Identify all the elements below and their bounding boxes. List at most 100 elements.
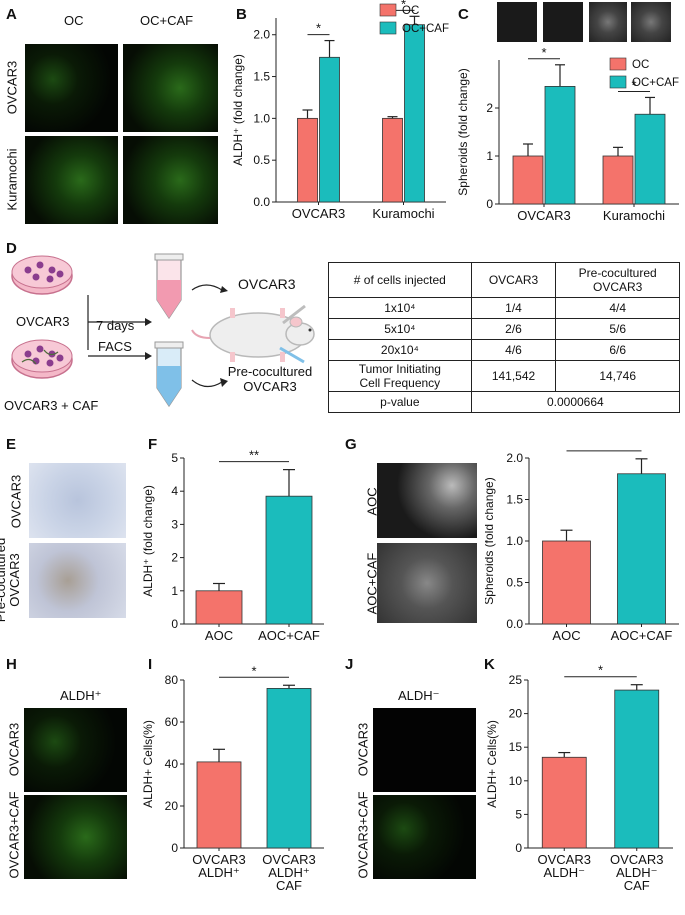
significance-star: * [541, 45, 546, 60]
y-tick-label: 4 [171, 484, 178, 498]
panel-label-e: E [6, 436, 17, 453]
legend-swatch [379, 3, 397, 17]
bar [266, 687, 312, 849]
bar [541, 756, 587, 849]
bar [512, 155, 544, 205]
significance-star: * [601, 450, 606, 452]
y-axis-label: Spheroids (fold change) [485, 477, 496, 604]
ihc-image-ovcar3 [29, 463, 126, 538]
table-cell: 20x10⁴ [328, 339, 472, 361]
row-label-g-aoc-caf: AOC+CAF [364, 552, 380, 615]
panel-label-c: C [458, 6, 469, 23]
y-tick-label: 60 [165, 715, 179, 729]
significance-star: * [401, 0, 406, 11]
bar [614, 689, 660, 849]
legend-label: OC+CAF [402, 23, 449, 35]
schematic-ovcar3: OVCAR3 [16, 314, 70, 329]
x-tick-label: ALDH⁻ [543, 865, 585, 880]
tube-icon [154, 253, 184, 320]
y-tick-label: 0.0 [506, 617, 523, 631]
microscopy-h-caf [24, 795, 127, 879]
table-row: # of cells injected OVCAR3 Pre-coculture… [328, 262, 680, 298]
table-cell: 1/4 [470, 297, 557, 319]
x-tick-label: Kuramochi [603, 208, 665, 223]
legend-swatch [609, 75, 627, 89]
panel-label-d: D [6, 240, 17, 257]
y-tick-label: 1.0 [253, 111, 270, 125]
panel-j-title: ALDH⁻ [398, 688, 440, 703]
schematic-days: 7 days [96, 318, 135, 333]
x-tick-label: CAF [276, 878, 302, 893]
table-header-cell: Pre-cocultured OVCAR3 [555, 262, 680, 298]
table-cell: 6/6 [555, 339, 680, 361]
x-tick-label: Kuramochi [372, 206, 434, 221]
spheroid-image-2 [543, 2, 583, 42]
legend-label: OC [402, 5, 419, 17]
y-tick-label: 20 [165, 799, 179, 813]
schematic-out-pre: Pre-cocultured OVCAR3 [227, 364, 313, 394]
bar [542, 540, 591, 625]
y-tick-label: 0 [486, 197, 493, 211]
bar [404, 24, 425, 203]
table-cell: 1x10⁴ [328, 297, 472, 319]
mouse-icon [191, 308, 315, 362]
y-tick-label: 1 [171, 584, 178, 598]
spheroid-image-3 [589, 2, 627, 42]
table-row: Tumor Initiating Cell Frequency 141,542 1… [328, 360, 680, 392]
x-tick-label: OVCAR3 [262, 852, 315, 867]
table-cell: 0.0000664 [470, 391, 681, 413]
schematic-out-ovcar3: OVCAR3 [238, 276, 296, 292]
y-axis-label: ALDH⁺ (fold change) [231, 54, 245, 166]
y-tick-label: 0.5 [506, 576, 523, 590]
col-label-oc: OC [64, 13, 84, 28]
row-label-e-pre: Pre-cocultured OVCAR3 [0, 537, 22, 623]
x-tick-label: OVCAR3 [538, 852, 591, 867]
y-tick-label: 0 [171, 617, 178, 631]
spheroid-image-4 [631, 2, 671, 42]
row-label-j-ovcar3: OVCAR3 [355, 722, 371, 777]
panel-h-title: ALDH⁺ [60, 688, 102, 703]
microscopy-a-ovcar3-caf [123, 44, 218, 132]
table-row: 5x10⁴ 2/6 5/6 [328, 318, 680, 340]
y-axis-label: ALDH+ Cells(%) [141, 720, 155, 808]
schematic-facs: FACS [98, 339, 132, 354]
schematic-ovcar3-caf: OVCAR3 + CAF [4, 398, 99, 413]
panel-label-h: H [6, 656, 17, 673]
microscopy-a-kuramochi-oc [25, 136, 118, 224]
row-label-j-caf: OVCAR3+CAF [355, 791, 371, 879]
y-axis-label: ALDH+ Cells(%) [485, 720, 499, 808]
table-cell: p-value [328, 391, 472, 413]
y-tick-label: 0.5 [253, 153, 270, 167]
x-tick-label: AOC+CAF [611, 628, 673, 643]
y-tick-label: 0 [515, 841, 522, 855]
table-cell: Tumor Initiating Cell Frequency [328, 360, 472, 392]
significance-star: * [598, 663, 603, 678]
y-tick-label: 0.0 [253, 195, 270, 209]
significance-star: * [631, 77, 636, 92]
y-tick-label: 1.0 [506, 534, 523, 548]
x-tick-label: ALDH⁺ [198, 865, 240, 880]
panel-label-j: J [345, 656, 354, 673]
panel-label-b: B [236, 6, 247, 23]
microscopy-a-ovcar3-oc [25, 44, 118, 132]
x-tick-label: AOC+CAF [258, 628, 320, 643]
y-tick-label: 15 [509, 740, 523, 754]
microscopy-a-kuramochi-caf [123, 136, 218, 224]
significance-star: * [251, 663, 256, 678]
spheroid-image-aoc [377, 463, 477, 538]
row-label-h-ovcar3: OVCAR3 [6, 722, 22, 777]
legend-swatch [609, 57, 627, 71]
x-tick-label: OVCAR3 [192, 852, 245, 867]
spheroid-image-1 [497, 2, 537, 42]
bar [617, 473, 666, 625]
chart-f: 0 1 2 3 4 5 ALDH⁺ (fold change) AOC AOC+CAF ** [141, 450, 324, 643]
row-label-g-aoc: AOC [364, 487, 380, 516]
bar [265, 495, 313, 625]
table-row: 1x10⁴ 1/4 4/4 [328, 297, 680, 319]
table-cell: 2/6 [470, 318, 557, 340]
x-tick-label: AOC [552, 628, 580, 643]
y-tick-label: 5 [171, 451, 178, 465]
y-axis-label: Spheroids (fold change) [456, 68, 470, 195]
bar [544, 86, 576, 205]
